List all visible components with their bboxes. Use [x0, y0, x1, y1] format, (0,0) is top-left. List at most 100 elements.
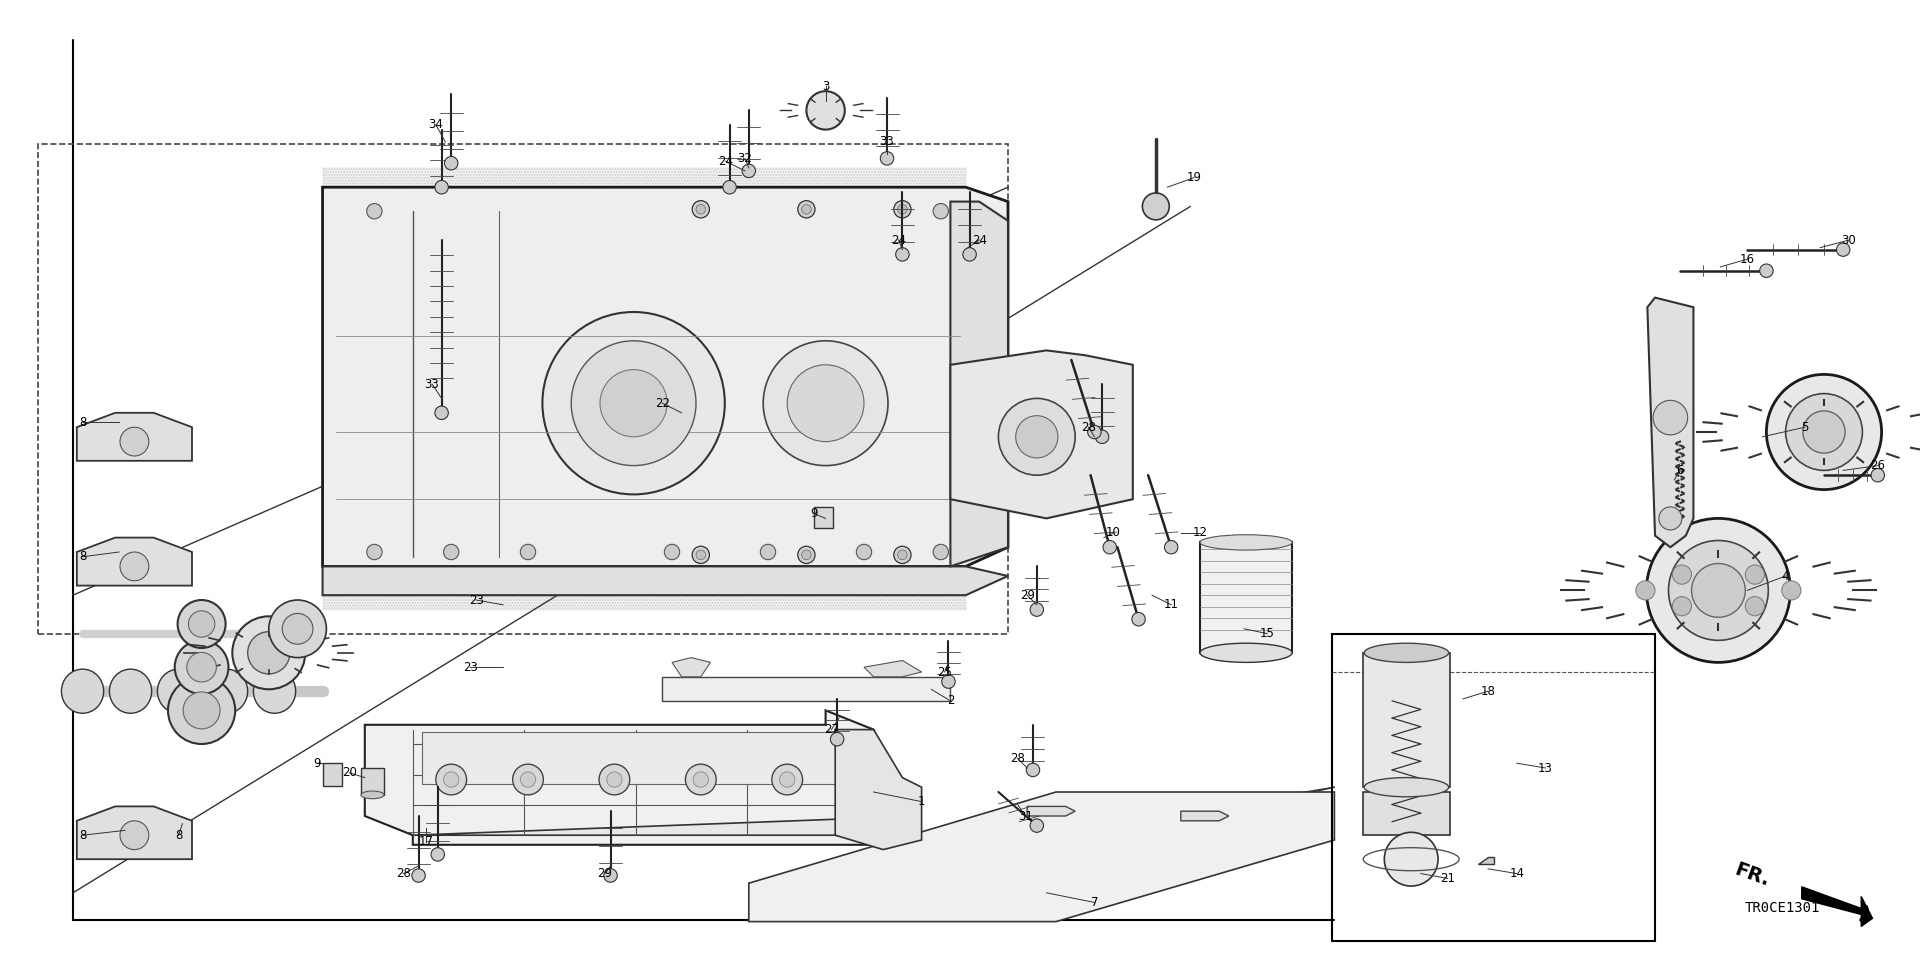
Circle shape: [603, 869, 618, 882]
Text: 23: 23: [468, 593, 484, 607]
Text: 15: 15: [1260, 627, 1275, 640]
Circle shape: [367, 204, 382, 219]
Polygon shape: [662, 677, 950, 701]
Circle shape: [119, 427, 150, 456]
Text: 6: 6: [1676, 464, 1684, 477]
Text: 20: 20: [342, 766, 357, 780]
Text: 21: 21: [1440, 872, 1455, 885]
Bar: [814, 507, 833, 528]
Circle shape: [607, 772, 622, 787]
Circle shape: [741, 164, 756, 178]
Text: 2: 2: [947, 694, 954, 708]
Circle shape: [541, 312, 726, 494]
Polygon shape: [1181, 811, 1229, 821]
Bar: [361, 768, 384, 795]
Text: 8: 8: [175, 828, 182, 842]
Polygon shape: [950, 202, 1008, 566]
Circle shape: [1031, 819, 1044, 832]
Circle shape: [1102, 540, 1117, 554]
Text: 24: 24: [891, 233, 906, 247]
Circle shape: [695, 204, 705, 214]
Circle shape: [520, 772, 536, 787]
Circle shape: [691, 201, 710, 218]
Circle shape: [1384, 832, 1438, 886]
Text: 23: 23: [463, 660, 478, 674]
Bar: [38, 144, 1008, 634]
Text: 26: 26: [1870, 459, 1885, 472]
Polygon shape: [1647, 298, 1693, 547]
Text: 25: 25: [937, 665, 952, 679]
Circle shape: [1659, 507, 1682, 530]
Circle shape: [856, 544, 872, 560]
Circle shape: [1668, 540, 1768, 640]
Text: 33: 33: [879, 134, 895, 148]
Circle shape: [879, 152, 895, 165]
Text: 31: 31: [1018, 809, 1033, 823]
Circle shape: [119, 821, 150, 850]
Circle shape: [1647, 518, 1789, 662]
Circle shape: [186, 653, 217, 682]
Circle shape: [169, 677, 234, 744]
Polygon shape: [864, 660, 922, 677]
Circle shape: [787, 365, 864, 442]
Polygon shape: [413, 816, 922, 835]
Circle shape: [367, 544, 382, 560]
Circle shape: [899, 204, 906, 214]
Text: 29: 29: [1020, 588, 1035, 602]
Polygon shape: [77, 538, 192, 586]
Text: 5: 5: [1801, 420, 1809, 434]
Circle shape: [411, 869, 426, 882]
Ellipse shape: [1200, 643, 1292, 662]
Circle shape: [599, 370, 668, 437]
Circle shape: [799, 546, 814, 564]
Polygon shape: [323, 566, 1008, 595]
Text: 18: 18: [1480, 684, 1496, 698]
Circle shape: [693, 772, 708, 787]
Polygon shape: [672, 658, 710, 677]
Circle shape: [803, 550, 810, 560]
Circle shape: [434, 180, 449, 194]
Circle shape: [1672, 596, 1692, 615]
Polygon shape: [835, 730, 922, 850]
Circle shape: [1745, 596, 1764, 615]
Bar: [1200, 542, 1292, 653]
Circle shape: [444, 544, 459, 560]
Bar: [323, 763, 342, 786]
Circle shape: [806, 91, 845, 130]
Ellipse shape: [253, 669, 296, 713]
Text: 22: 22: [655, 396, 670, 410]
Text: 32: 32: [737, 152, 753, 165]
Circle shape: [1131, 612, 1144, 626]
Circle shape: [282, 613, 313, 644]
Text: 1: 1: [918, 795, 925, 808]
Ellipse shape: [157, 669, 200, 713]
Text: 9: 9: [810, 507, 818, 520]
Circle shape: [269, 600, 326, 658]
Ellipse shape: [109, 669, 152, 713]
Bar: [1363, 653, 1450, 787]
Circle shape: [933, 544, 948, 560]
Circle shape: [1870, 468, 1885, 482]
Polygon shape: [323, 187, 1008, 566]
Text: 28: 28: [396, 867, 411, 880]
Polygon shape: [950, 350, 1133, 518]
Text: 7: 7: [1091, 896, 1098, 909]
Text: 24: 24: [972, 233, 987, 247]
Text: 3: 3: [822, 80, 829, 93]
Circle shape: [177, 600, 227, 648]
Text: 11: 11: [1164, 598, 1179, 612]
Circle shape: [722, 180, 737, 194]
Bar: [323, 168, 966, 610]
Circle shape: [520, 544, 536, 560]
Text: 28: 28: [1010, 752, 1025, 765]
Circle shape: [1025, 763, 1041, 777]
Ellipse shape: [1363, 778, 1450, 797]
Ellipse shape: [61, 669, 104, 713]
Circle shape: [182, 692, 221, 729]
Circle shape: [599, 764, 630, 795]
Circle shape: [695, 550, 705, 560]
Text: 17: 17: [419, 835, 434, 849]
Circle shape: [998, 398, 1075, 475]
Bar: [1332, 634, 1655, 941]
Text: FR.: FR.: [1732, 860, 1772, 890]
